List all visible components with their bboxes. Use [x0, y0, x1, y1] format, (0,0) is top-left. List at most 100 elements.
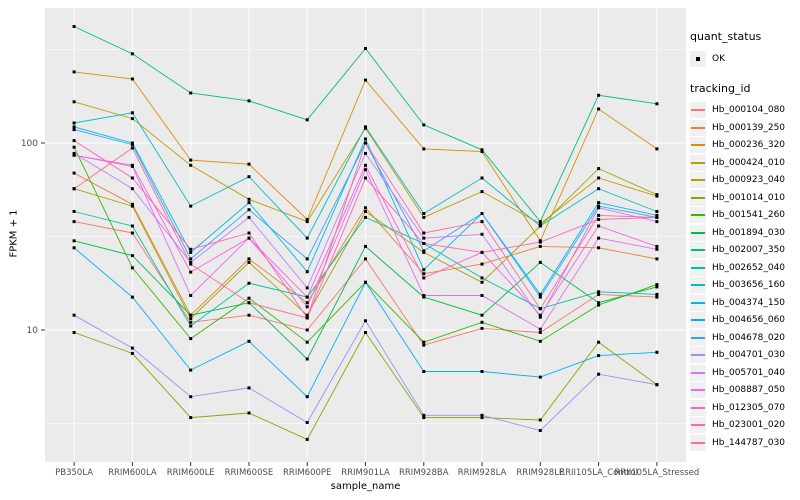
data-point-marker	[422, 343, 426, 347]
legend-key	[690, 154, 706, 171]
data-point-marker	[538, 295, 542, 299]
data-point-marker	[130, 295, 134, 299]
data-point-marker	[480, 232, 484, 236]
data-point-marker	[189, 313, 193, 317]
data-point-marker	[538, 307, 542, 311]
data-point-marker	[364, 163, 367, 167]
data-point-marker	[597, 176, 601, 180]
data-point-marker	[655, 193, 659, 197]
data-point-marker	[538, 327, 542, 331]
data-point-marker	[538, 224, 542, 228]
legend-entry-label: Hb_000139_250	[712, 122, 786, 133]
data-point-marker	[247, 386, 251, 390]
legend-entry-label: Hb_004374_150	[712, 297, 786, 308]
legend-key	[690, 207, 706, 224]
data-point-marker	[305, 316, 309, 320]
legend-entry: Hb_002652_040	[690, 259, 798, 277]
data-point-marker	[72, 100, 76, 104]
y-tick-label: 10	[27, 326, 39, 336]
data-point-marker	[422, 294, 426, 297]
data-point-marker	[597, 213, 601, 217]
legend-line-swatch	[691, 214, 705, 217]
legend-entry: Hb_000104_080	[690, 102, 798, 120]
data-point-marker	[189, 416, 193, 420]
data-point-marker	[364, 168, 367, 172]
legend-entry-label: Hb_000424_010	[712, 157, 786, 168]
legend-line-swatch	[691, 336, 705, 339]
data-point-marker	[130, 117, 134, 121]
data-point-marker	[247, 296, 251, 300]
legend-entry: Hb_004701_030	[690, 347, 798, 365]
legend-key	[690, 364, 706, 381]
data-point-marker	[247, 175, 251, 179]
data-point-marker	[597, 301, 601, 305]
data-point-marker	[247, 215, 251, 219]
data-point-marker	[480, 416, 484, 420]
legend-entry-label: Hb_004701_030	[712, 350, 786, 361]
x-tick-label: RRIM928BA	[399, 468, 449, 478]
data-point-marker	[538, 315, 542, 319]
data-point-marker	[189, 317, 193, 321]
data-point-marker	[364, 141, 367, 145]
data-point-marker	[72, 220, 76, 224]
data-point-marker	[480, 212, 484, 215]
legend-entry: Hb_000923_040	[690, 172, 798, 190]
data-point-marker	[130, 231, 134, 235]
legend-key	[690, 312, 706, 329]
data-point-marker	[422, 295, 426, 299]
legend-entry: Hb_001541_260	[690, 207, 798, 225]
data-point-marker	[597, 93, 601, 97]
data-point-marker	[655, 383, 659, 387]
data-point-marker	[597, 303, 601, 307]
data-point-marker	[538, 240, 542, 244]
data-point-marker	[247, 197, 251, 201]
data-point-marker	[422, 272, 426, 276]
legend-title-quant-status: quant_status	[690, 30, 762, 43]
data-point-marker	[422, 242, 426, 245]
data-point-marker	[422, 340, 426, 344]
data-point-marker	[422, 236, 426, 240]
data-point-marker	[538, 222, 542, 226]
data-point-marker	[364, 257, 367, 261]
legend-entry-label: Hb_005701_040	[712, 367, 786, 378]
legend-tracking-entries: Hb_000104_080 Hb_000139_250 Hb_000236_320 H…	[690, 102, 798, 452]
data-point-marker	[247, 231, 251, 235]
legend-line-swatch	[691, 266, 705, 269]
data-point-marker	[480, 150, 484, 154]
data-point-marker	[72, 153, 76, 157]
data-point-marker	[655, 283, 659, 287]
legend-line-swatch	[691, 249, 705, 252]
legend-line-swatch	[691, 161, 705, 164]
data-point-marker	[422, 215, 426, 219]
data-point-marker	[130, 111, 134, 115]
legend-key	[690, 434, 706, 451]
legend-entry-label: Hb_004678_020	[712, 332, 786, 343]
data-point-marker	[422, 413, 426, 417]
data-point-marker	[480, 220, 484, 224]
data-point-marker	[189, 204, 193, 208]
data-point-marker	[422, 231, 426, 235]
legend-key	[690, 119, 706, 136]
data-point-marker	[597, 201, 601, 205]
data-point-marker	[130, 266, 134, 270]
legend-line-swatch	[691, 319, 705, 322]
legend-entry: Hb_023001_020	[690, 417, 798, 435]
legend-entry: Hb_001894_030	[690, 224, 798, 242]
legend-entry-label: Hb_001541_260	[712, 210, 786, 221]
legend-line-swatch	[691, 144, 705, 147]
legend-entry-label: Hb_001894_030	[712, 227, 786, 238]
data-point-marker	[305, 313, 309, 317]
data-point-marker	[480, 280, 484, 284]
data-point-marker	[422, 268, 426, 272]
legend-entry: Hb_004678_020	[690, 329, 798, 347]
data-point-marker	[364, 331, 367, 334]
data-point-marker	[655, 285, 659, 289]
legend-line-swatch	[691, 406, 705, 409]
data-point-marker	[422, 249, 426, 253]
data-point-marker	[72, 210, 76, 213]
data-point-marker	[480, 262, 484, 266]
x-tick-label: PB350LA	[55, 468, 93, 478]
legend-entry: Hb_001014_010	[690, 189, 798, 207]
